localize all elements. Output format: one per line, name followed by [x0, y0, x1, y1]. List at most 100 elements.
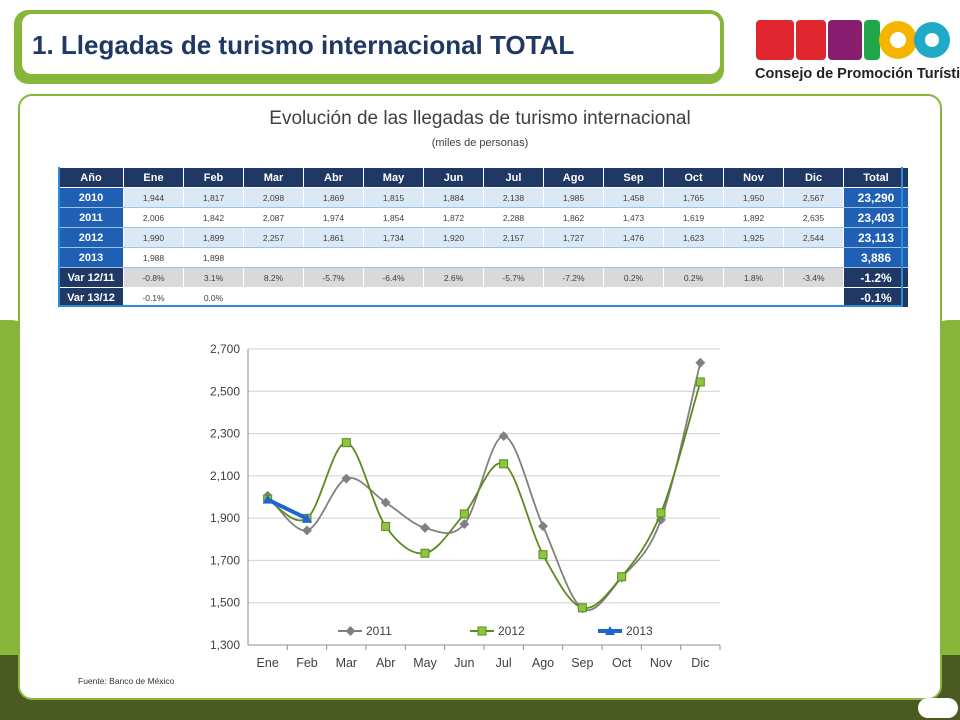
table-cell: 1,765	[663, 187, 724, 208]
table-cell: 1,862	[543, 207, 604, 228]
table-row: Var 12/11 -0.8% 3.1% 8.2% -5.7% -6.4% 2.6% -5.7…	[58, 267, 909, 288]
table-cell: 3.1%	[183, 267, 244, 288]
row-label: Var 12/11	[58, 267, 124, 288]
table-cell	[543, 247, 604, 268]
row-total: 23,113	[843, 227, 909, 248]
table-row: Var 13/12 -0.1% 0.0% -0.1%	[58, 287, 909, 308]
table-cell: 1,815	[363, 187, 424, 208]
table-cell: 1,619	[663, 207, 724, 228]
x-tick-label: Mar	[336, 656, 358, 670]
table-row: 2011 2,006 1,842 2,087 1,974 1,854 1,872 2,288 1…	[58, 207, 909, 228]
data-point-2013	[302, 513, 312, 523]
table-cell: 2,157	[483, 227, 544, 248]
table-cell	[603, 287, 664, 308]
row-total: 23,403	[843, 207, 909, 228]
data-point-2011	[341, 473, 352, 484]
data-point-2011	[538, 521, 548, 532]
table-cell	[663, 247, 724, 268]
table-cell	[483, 247, 544, 268]
legend-marker-2013	[605, 626, 615, 635]
table-cell	[483, 287, 544, 308]
table-cell: 1,476	[603, 227, 664, 248]
table-cell: 2,098	[243, 187, 304, 208]
table-cell: 1,734	[363, 227, 424, 248]
mexico-logo	[756, 20, 950, 60]
table-cell: 1.8%	[723, 267, 784, 288]
table-cell	[423, 247, 484, 268]
data-point-2011	[302, 525, 312, 536]
x-tick-label: Nov	[650, 656, 673, 670]
table-cell: 2.6%	[423, 267, 484, 288]
data-point-2012	[617, 572, 627, 582]
y-tick-label: 1,700	[210, 553, 240, 567]
table-header-cell: Total	[843, 167, 909, 188]
table-header-cell: Ago	[543, 167, 604, 188]
y-tick-label: 2,300	[210, 427, 240, 441]
data-point-2012	[499, 459, 509, 469]
table-cell: 2,544	[783, 227, 844, 248]
table-header-cell: Mar	[243, 167, 304, 188]
table-cell: -5.7%	[483, 267, 544, 288]
data-point-2011	[420, 522, 430, 533]
data-point-2012	[695, 377, 705, 387]
row-label: 2012	[58, 227, 124, 248]
table-cell: 2,138	[483, 187, 544, 208]
table-header-cell: Sep	[603, 167, 664, 188]
arrivals-table: Año Ene Feb Mar Abr May Jun Jul Ago Sep …	[58, 167, 909, 308]
data-point-2012	[381, 521, 391, 531]
table-cell: 1,898	[183, 247, 244, 268]
table-cell: -7.2%	[543, 267, 604, 288]
logo-subtitle: Consejo de Promoción Turística	[755, 66, 960, 82]
table-cell: 8.2%	[243, 267, 304, 288]
table-cell: -6.4%	[363, 267, 424, 288]
table-cell: -0.1%	[123, 287, 184, 308]
data-point-2011	[380, 497, 391, 508]
table-cell	[303, 287, 364, 308]
table-cell	[243, 247, 304, 268]
table-cell: 1,854	[363, 207, 424, 228]
table-cell: 1,842	[183, 207, 244, 228]
row-total: 23,290	[843, 187, 909, 208]
data-point-2012	[577, 603, 587, 613]
legend-marker-2012	[477, 626, 487, 636]
table-header-cell: Dic	[783, 167, 844, 188]
table-cell: 2,257	[243, 227, 304, 248]
row-label: 2011	[58, 207, 124, 228]
table-cell: 1,869	[303, 187, 364, 208]
y-tick-label: 1,900	[210, 511, 240, 525]
panel-title: Evolución de las llegadas de turismo int…	[269, 108, 691, 129]
table-cell	[543, 287, 604, 308]
x-tick-label: May	[413, 656, 437, 670]
table-cell	[243, 287, 304, 308]
table-cell: 1,920	[423, 227, 484, 248]
table-cell: 1,899	[183, 227, 244, 248]
data-point-2013	[262, 494, 273, 504]
legend-marker-2011	[345, 626, 356, 636]
data-point-2011	[695, 357, 706, 368]
table-cell	[783, 287, 844, 308]
legend-label: 2011	[366, 624, 392, 638]
y-tick-label: 2,500	[210, 384, 240, 398]
table-cell	[603, 247, 664, 268]
table-header-cell: Feb	[183, 167, 244, 188]
table-header-cell: Jul	[483, 167, 544, 188]
table-cell: -0.8%	[123, 267, 184, 288]
table-cell	[783, 247, 844, 268]
table-header-cell: Año	[58, 167, 124, 188]
x-tick-label: Ago	[532, 656, 554, 670]
row-total: -0.1%	[843, 287, 909, 308]
table-header-cell: May	[363, 167, 424, 188]
table-header-cell: Oct	[663, 167, 724, 188]
x-tick-label: Jul	[496, 656, 512, 670]
table-header-cell: Nov	[723, 167, 784, 188]
table-cell: 1,950	[723, 187, 784, 208]
row-label: 2013	[58, 247, 124, 268]
data-point-2012	[420, 548, 430, 558]
data-point-2012	[341, 438, 351, 448]
row-label: Var 13/12	[58, 287, 124, 308]
table-row: 2013 1,988 1,898 3,886	[58, 247, 909, 268]
table-cell: 1,473	[603, 207, 664, 228]
x-tick-label: Feb	[296, 656, 318, 670]
table-row: 2012 1,990 1,899 2,257 1,861 1,734 1,920 2,157 1…	[58, 227, 909, 248]
table-header-cell: Ene	[123, 167, 184, 188]
